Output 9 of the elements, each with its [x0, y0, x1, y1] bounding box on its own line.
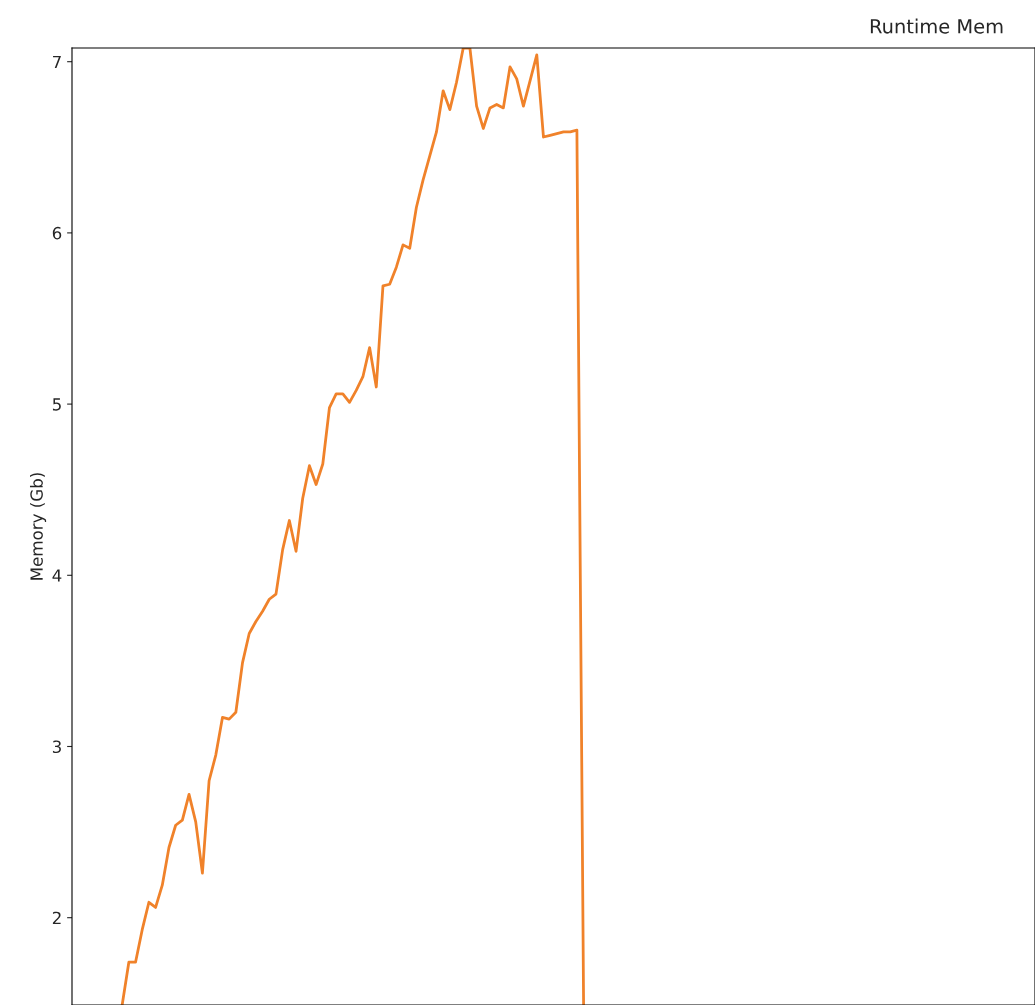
y-tick-label: 3 — [52, 740, 61, 754]
y-tick-label: 4 — [52, 569, 62, 582]
line-series — [120, 48, 585, 1005]
y-tick-label: 2 — [52, 911, 61, 925]
y-tick-label: 7 — [53, 55, 61, 69]
y-axis-title: Memory (Gb) — [29, 473, 47, 580]
y-tick-label: 6 — [52, 226, 62, 240]
chart-title: Runtime Mem — [870, 18, 1003, 34]
y-tick-label: 5 — [52, 398, 61, 411]
